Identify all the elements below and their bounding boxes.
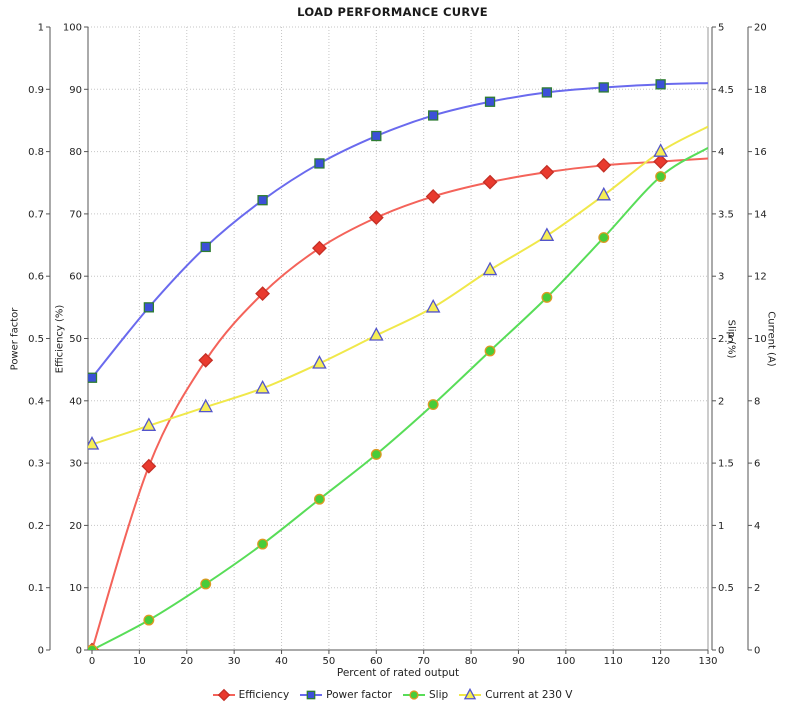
legend-label: Power factor <box>326 689 393 701</box>
series-slip <box>88 146 708 650</box>
tick-label: 40 <box>69 396 82 407</box>
series-power-factor <box>88 79 708 383</box>
tick-label: 0 <box>718 646 724 657</box>
tick-label: 60 <box>370 656 383 667</box>
tick-label: 80 <box>69 147 82 158</box>
tick-label: 4 <box>718 147 724 158</box>
tick-label: 0.8 <box>28 147 44 158</box>
tick-label: 50 <box>323 656 336 667</box>
tick-label: 70 <box>69 209 82 220</box>
tick-label: 3.5 <box>718 209 734 220</box>
tick-label: 100 <box>63 23 82 34</box>
x-axis-label: Percent of rated output <box>336 667 460 679</box>
tick-label: 10 <box>133 656 146 667</box>
tick-label: 130 <box>698 656 717 667</box>
y-axis-label-power-factor: Power factor <box>9 307 21 371</box>
tick-label: 40 <box>275 656 288 667</box>
gridlines <box>88 26 708 650</box>
tick-label: 0.2 <box>28 521 44 532</box>
legend-label: Efficiency <box>238 689 290 701</box>
tick-label: 5 <box>718 23 724 34</box>
current-axis: 0 2 4 6 8 10 12 14 16 18 20 <box>747 23 767 657</box>
legend-item-efficiency: Efficiency <box>212 688 290 702</box>
tick-label: 80 <box>465 656 478 667</box>
tick-label: 8 <box>754 396 760 407</box>
power-factor-axis: 0 0.1 0.2 0.3 0.4 0.5 0.6 0.7 0.8 0.9 1 <box>28 23 51 657</box>
tick-label: 30 <box>228 656 241 667</box>
tick-label: 6 <box>754 459 760 470</box>
series-layer <box>88 79 708 650</box>
tick-label: 0.5 <box>28 334 44 345</box>
tick-label: 0.1 <box>28 583 44 594</box>
tick-label: 4 <box>754 521 760 532</box>
tick-label: 90 <box>69 85 82 96</box>
tick-label: 16 <box>754 147 767 158</box>
tick-label: 0.3 <box>28 459 44 470</box>
tick-label: 0.4 <box>28 396 44 407</box>
tick-label: 0.6 <box>28 272 44 283</box>
tick-label: 70 <box>417 656 430 667</box>
tick-label: 30 <box>69 459 82 470</box>
legend-item-current: Current at 230 V <box>459 688 572 702</box>
tick-label: 120 <box>651 656 670 667</box>
triangle-marker-icon <box>459 688 482 700</box>
tick-label: 20 <box>754 23 767 34</box>
tick-label: 4.5 <box>718 85 734 96</box>
tick-label: 20 <box>69 521 82 532</box>
tick-label: 2.5 <box>718 334 734 345</box>
legend: Efficiency Power factor Slip Current at … <box>0 686 785 704</box>
square-marker-icon <box>300 690 323 700</box>
tick-label: 3 <box>718 272 724 283</box>
tick-label: 20 <box>180 656 193 667</box>
x-axis: 0 10 20 30 40 50 60 70 80 90 100 110 120 130 <box>88 649 718 667</box>
tick-label: 0.9 <box>28 85 44 96</box>
y-axis-label-slip: Slip (%) <box>725 319 737 359</box>
legend-label: Current at 230 V <box>485 689 573 701</box>
tick-label: 50 <box>69 334 82 345</box>
series-current-at-230-v <box>88 125 708 450</box>
legend-label: Slip <box>429 689 449 701</box>
tick-label: 1 <box>718 521 724 532</box>
tick-label: 1 <box>38 23 44 34</box>
tick-label: 1.5 <box>718 459 734 470</box>
tick-label: 0 <box>38 646 44 657</box>
tick-label: 10 <box>754 334 767 345</box>
y-axis-label-current: Current (A) <box>765 311 777 367</box>
tick-label: 60 <box>69 272 82 283</box>
tick-label: 0 <box>76 646 82 657</box>
series-efficiency <box>88 154 708 650</box>
tick-label: 2 <box>754 583 760 594</box>
tick-label: 90 <box>512 656 525 667</box>
tick-label: 0 <box>89 656 95 667</box>
tick-label: 110 <box>604 656 623 667</box>
tick-label: 12 <box>754 272 767 283</box>
tick-label: 2 <box>718 396 724 407</box>
y-axis-label-efficiency: Efficiency (%) <box>54 304 66 374</box>
tick-label: 100 <box>556 656 575 667</box>
chart-title: LOAD PERFORMANCE CURVE <box>297 5 488 19</box>
circle-marker-icon <box>403 690 426 700</box>
legend-item-power-factor: Power factor <box>300 688 392 702</box>
legend-item-slip: Slip <box>403 688 448 702</box>
tick-label: 0.5 <box>718 583 734 594</box>
tick-label: 10 <box>69 583 82 594</box>
tick-label: 0.7 <box>28 209 44 220</box>
tick-label: 18 <box>754 85 767 96</box>
slip-axis: 0 0.5 1 1.5 2 2.5 3 3.5 4 4.5 5 <box>711 23 734 657</box>
tick-label: 14 <box>754 209 767 220</box>
efficiency-axis: 0 10 20 30 40 50 60 70 80 90 100 <box>63 23 89 657</box>
diamond-marker-icon <box>212 688 235 702</box>
tick-label: 0 <box>754 646 760 657</box>
